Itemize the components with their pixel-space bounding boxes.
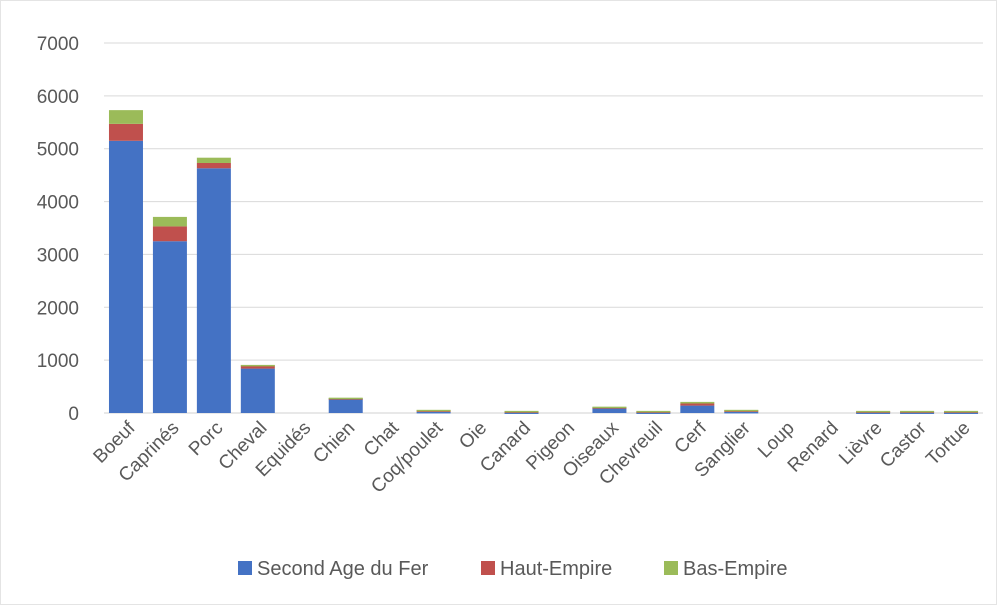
bar-segment-2 bbox=[856, 410, 891, 413]
y-tick-label: 5000 bbox=[37, 140, 79, 161]
bar-segment-2 bbox=[724, 409, 759, 412]
bar-segment-0 bbox=[240, 368, 275, 413]
bar-segment-2 bbox=[416, 409, 451, 412]
bar-segment-2 bbox=[504, 410, 539, 413]
x-category-label: Castor bbox=[876, 417, 931, 472]
y-tick-label: 2000 bbox=[37, 298, 79, 319]
x-category-label: Tortue bbox=[922, 418, 974, 470]
bar-segment-0 bbox=[724, 411, 759, 414]
bar-segment-1 bbox=[108, 123, 143, 141]
bar-segment-0 bbox=[416, 411, 451, 414]
legend-label: Second Age du Fer bbox=[257, 558, 429, 580]
y-tick-label: 3000 bbox=[37, 245, 79, 266]
bar-segment-0 bbox=[900, 412, 935, 414]
bar-segment-2 bbox=[592, 406, 627, 409]
bar-segment-2 bbox=[680, 401, 715, 404]
bar-segment-0 bbox=[680, 405, 715, 413]
bar-segment-0 bbox=[196, 168, 231, 413]
bar-segment-2 bbox=[900, 410, 935, 413]
bar-segment-1 bbox=[240, 365, 275, 369]
bar-segment-2 bbox=[196, 157, 231, 163]
bar-segment-2 bbox=[152, 216, 187, 227]
legend-swatch bbox=[238, 561, 252, 575]
bar-segment-0 bbox=[108, 140, 143, 414]
y-axis-tick-labels: 0 1000 2000 3000 4000 5000 6000 7000 bbox=[37, 34, 79, 425]
legend-swatch bbox=[664, 561, 678, 575]
bar-segment-2 bbox=[108, 110, 143, 124]
gridlines bbox=[104, 42, 983, 414]
bars bbox=[108, 110, 979, 414]
y-tick-label: 7000 bbox=[37, 34, 79, 55]
bar-segment-0 bbox=[328, 398, 363, 413]
bar-segment-0 bbox=[592, 407, 627, 413]
bar-segment-0 bbox=[944, 412, 979, 414]
y-tick-label: 6000 bbox=[37, 87, 79, 108]
y-tick-label: 0 bbox=[68, 404, 79, 425]
legend-label: Haut-Empire bbox=[500, 558, 612, 580]
legend-label: Bas-Empire bbox=[683, 558, 787, 580]
bar-segment-0 bbox=[152, 241, 187, 413]
bar-segment-1 bbox=[152, 226, 187, 242]
bar-segment-2 bbox=[240, 364, 275, 367]
legend: Second Age du Fer Haut-Empire Bas-Empire bbox=[238, 558, 787, 580]
bar-segment-0 bbox=[636, 412, 671, 414]
bar-segment-1 bbox=[680, 403, 715, 406]
bar-segment-0 bbox=[856, 412, 891, 414]
bar-segment-1 bbox=[196, 162, 231, 169]
y-tick-label: 1000 bbox=[37, 351, 79, 372]
bar-segment-2 bbox=[328, 397, 363, 400]
legend-swatch bbox=[481, 561, 495, 575]
y-tick-label: 4000 bbox=[37, 193, 79, 214]
bar-segment-2 bbox=[944, 410, 979, 413]
bar-segment-0 bbox=[504, 412, 539, 414]
x-category-label: Oie bbox=[455, 418, 491, 454]
bar-segment-2 bbox=[636, 410, 671, 413]
x-category-label: Chien bbox=[309, 418, 359, 468]
